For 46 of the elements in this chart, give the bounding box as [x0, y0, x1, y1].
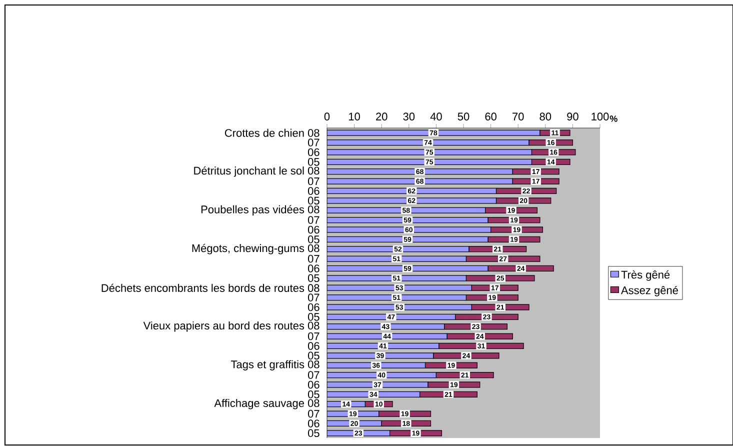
y-tick-label: Vieux papiers au bord des routes 08	[143, 321, 320, 332]
x-tick-label: 70	[512, 112, 524, 120]
y-tick-label: 05	[308, 429, 320, 438]
y-tick-label: 05	[308, 158, 320, 166]
legend-label: Assez gêné	[621, 286, 678, 296]
y-tick-label: 05	[308, 236, 320, 244]
y-tick-label: 06	[308, 264, 320, 272]
y-tick-label: 05	[308, 313, 320, 321]
legend-label: Très gêné	[621, 270, 670, 281]
x-tick-label: 50	[458, 112, 470, 120]
y-tick-label: 06	[308, 148, 320, 156]
x-tick-label: 100	[592, 112, 609, 120]
y-tick-label: 07	[308, 332, 320, 340]
x-tick-label: 40	[430, 112, 442, 120]
x-tick-label: 30	[403, 112, 415, 120]
y-tick-label: 06	[308, 226, 320, 234]
y-tick-label: 07	[308, 254, 320, 263]
y-tick-label: Mégots, chewing-gums 08	[192, 244, 320, 254]
y-tick-label: Déchets encombrants les bords de routes 08	[102, 284, 320, 292]
y-tick-label: 05	[308, 352, 320, 360]
y-tick-label: Crottes de chien 08	[224, 128, 320, 137]
x-tick-label: 10	[349, 112, 360, 120]
y-tick-label: 07	[308, 410, 320, 418]
y-tick-label: 07	[308, 216, 320, 224]
y-tick-label: Affichage sauvage 08	[214, 398, 320, 410]
y-tick-label: 07	[308, 294, 320, 302]
y-tick-label: 06	[308, 303, 320, 312]
y-tick-label: Poubelles pas vidées 08	[201, 205, 320, 216]
y-tick-label: 07	[308, 177, 320, 186]
y-tick-label: 05	[308, 390, 320, 398]
y-tick-label: 05	[308, 196, 320, 205]
y-tick-label: 07	[308, 138, 320, 146]
y-tick-label: 06	[308, 420, 320, 428]
y-tick-label: 05	[308, 274, 320, 282]
y-tick-label: 06	[308, 380, 320, 389]
y-tick-label: Tags et graffitis 08	[230, 360, 320, 370]
x-tick-label: 60	[485, 112, 496, 120]
x-axis-title: %	[610, 116, 618, 122]
x-tick-label: 20	[376, 112, 388, 120]
y-tick-label: 06	[308, 187, 320, 195]
y-tick-label: 06	[308, 342, 320, 350]
y-tick-label: Détritus jonchant le sol 08	[194, 166, 320, 177]
x-tick-label: 90	[567, 112, 578, 120]
x-tick-label: 80	[540, 112, 552, 120]
y-tick-label: 07	[308, 371, 320, 379]
x-tick-label: 0	[324, 112, 330, 120]
